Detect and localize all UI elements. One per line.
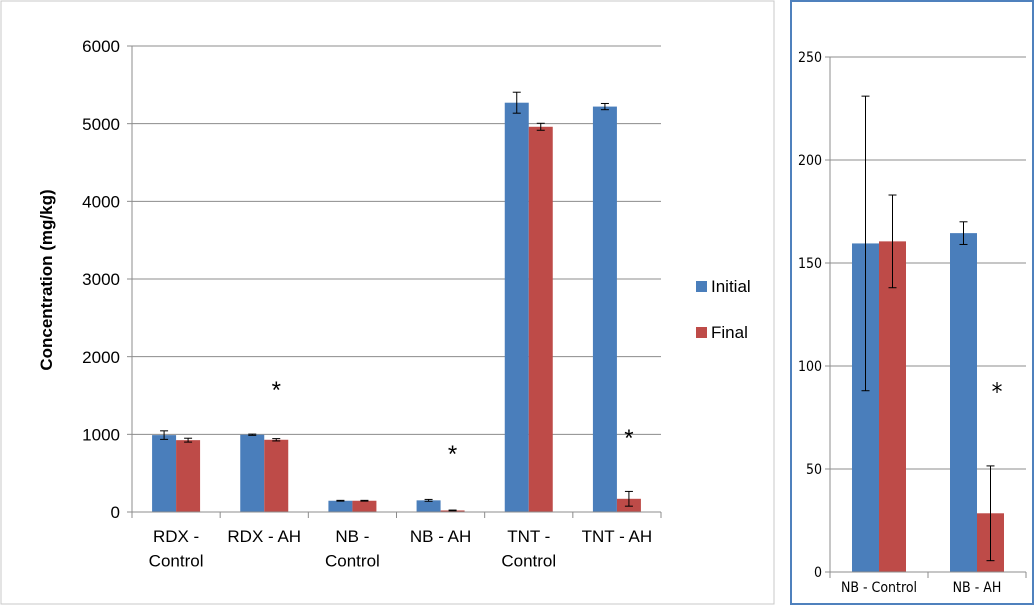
gridlines — [132, 45, 661, 435]
y-tick-label: 6000 — [82, 37, 120, 56]
bars — [852, 233, 1004, 572]
significance-markers: * * * — [272, 377, 634, 468]
legend: Initial Final — [696, 277, 751, 342]
chart-frame — [0, 0, 775, 605]
error-bar — [861, 95, 870, 392]
y-tick-labels: 0 50 100 150 200 250 — [798, 50, 822, 581]
y-tick-label: 5000 — [82, 115, 120, 134]
error-bar — [512, 91, 521, 114]
x-tick-label-line: TNT - AH — [582, 527, 653, 546]
legend-item-final: Final — [696, 323, 748, 342]
bar-initial — [592, 106, 617, 512]
legend-swatch — [696, 281, 707, 292]
y-tick-label: 1000 — [82, 425, 120, 444]
bar-initial — [152, 435, 177, 512]
y-tick-label: 50 — [806, 462, 822, 478]
y-tick-label: 250 — [798, 50, 822, 66]
error-bar — [272, 438, 281, 442]
x-tick-label: NB - AH — [953, 580, 1002, 596]
error-bars — [861, 95, 995, 562]
x-tick-label: NB - AH — [410, 527, 471, 546]
bar-final — [879, 241, 906, 572]
x-tick-label-line: Control — [501, 552, 556, 571]
significance-asterisk: * — [624, 425, 633, 452]
x-tick-label-line: NB - AH — [410, 527, 471, 546]
error-bar — [184, 437, 193, 443]
x-tick-label-line: TNT - — [507, 527, 550, 546]
error-bar — [536, 122, 545, 131]
y-tick-label: 4000 — [82, 192, 120, 211]
y-tick-label: 0 — [111, 503, 120, 522]
significance-asterisk: * — [272, 377, 281, 404]
error-bar — [600, 102, 609, 111]
y-tick-label: 3000 — [82, 270, 120, 289]
significance-markers: * — [992, 378, 1003, 406]
bar-final — [176, 440, 201, 512]
bar-initial — [328, 500, 353, 512]
error-bar — [448, 509, 457, 512]
legend-item-initial: Initial — [696, 277, 751, 296]
x-tick-label: TNT - Control — [501, 527, 556, 571]
x-tick-label-line: RDX - AH — [227, 527, 301, 546]
significance-asterisk: * — [448, 441, 457, 468]
x-tick-label-line: NB - AH — [953, 580, 1002, 596]
y-tick-labels: 0 1000 2000 3000 4000 5000 6000 — [82, 37, 120, 522]
x-tick-label: RDX - Control — [149, 527, 204, 571]
bar-initial — [504, 102, 529, 513]
legend-label: Initial — [711, 277, 751, 296]
error-bar — [360, 499, 369, 502]
y-tick-label: 2000 — [82, 348, 120, 367]
error-bar — [248, 433, 257, 436]
bar-initial — [240, 434, 265, 512]
y-tick-label: 100 — [798, 359, 822, 375]
legend-label: Final — [711, 323, 748, 342]
axes — [127, 45, 662, 518]
y-tick-label: 0 — [814, 565, 822, 581]
bars — [152, 102, 641, 513]
significance-asterisk: * — [992, 378, 1003, 406]
x-tick-label: NB - Control — [841, 580, 917, 596]
x-tick-label: RDX - AH — [227, 527, 301, 546]
error-bars — [160, 91, 633, 512]
x-tick-label-line: NB - — [335, 527, 369, 546]
x-tick-labels: NB - Control NB - AH — [841, 580, 1001, 596]
x-tick-label-line: Control — [149, 552, 204, 571]
bar-initial — [950, 233, 977, 572]
error-bar — [959, 221, 968, 245]
error-bar — [624, 490, 633, 507]
bar-final — [352, 500, 377, 512]
error-bar — [986, 465, 995, 562]
x-tick-label: NB - Control — [325, 527, 380, 571]
bar-final — [264, 439, 289, 512]
x-tick-labels: RDX - Control RDX - AH NB - Control NB - AH TN… — [149, 527, 653, 571]
x-tick-label-line: NB - Control — [841, 580, 917, 596]
y-tick-label: 150 — [798, 256, 822, 272]
x-tick-label-line: RDX - — [153, 527, 199, 546]
inset-frame — [790, 0, 1034, 605]
legend-swatch — [696, 327, 707, 338]
inset-bar-chart: 0 50 100 150 200 250 NB - Control NB - AH * — [790, 0, 1034, 605]
y-tick-label: 200 — [798, 153, 822, 169]
error-bar — [160, 430, 169, 440]
error-bar — [336, 499, 345, 502]
y-axis-label: Concentration (mg/kg) — [37, 189, 56, 370]
error-bar — [424, 498, 433, 502]
x-tick-label: TNT - AH — [582, 527, 653, 546]
error-bar — [888, 194, 897, 289]
bar-initial — [416, 500, 441, 512]
axes — [825, 56, 1027, 578]
x-tick-label-line: Control — [325, 552, 380, 571]
bar-final — [528, 126, 553, 513]
